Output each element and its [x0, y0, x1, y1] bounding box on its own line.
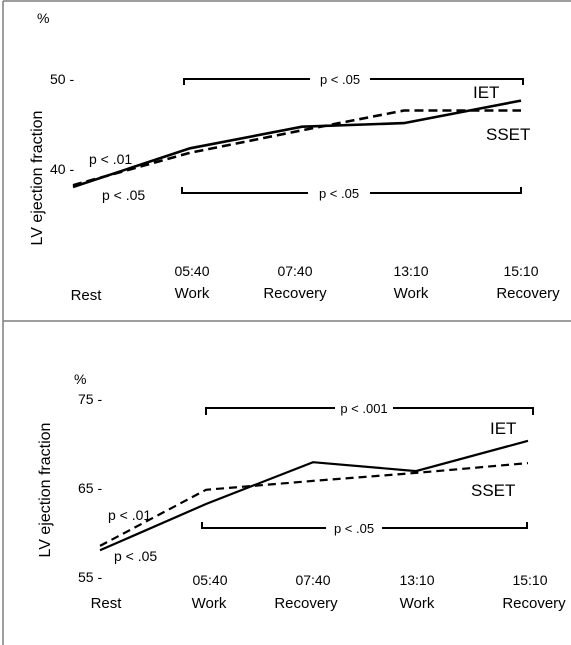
annotation-label: p < .05 — [102, 187, 145, 203]
series-label-sset: SSET — [471, 481, 515, 500]
series-line-sset — [72, 109, 521, 187]
x-phase-label-4: Recovery — [496, 285, 560, 302]
bracket-line — [181, 187, 522, 194]
x-phase-label-2: Recovery — [274, 595, 338, 612]
y-tick-label-0: 50 - — [50, 71, 74, 87]
chart-bottom: LV ejection fraction % 75 - 65 - 55 - 05… — [37, 371, 566, 612]
x-phase-label-1: Work — [192, 595, 227, 612]
bracket-line — [205, 407, 534, 415]
x-time-label-3: 13:10 — [399, 572, 434, 588]
x-time-label-1: 05:40 — [174, 263, 209, 279]
significance-bracket-lower: p < .05 — [201, 521, 528, 536]
chart-top: LV ejection fraction % 50 - 40 - 05:40 0… — [29, 10, 560, 304]
x-time-label-3: 13:10 — [393, 263, 428, 279]
bracket-label: p < .05 — [319, 186, 359, 201]
x-time-label-4: 15:10 — [512, 572, 547, 588]
y-tick-label-1: 40 - — [50, 161, 74, 177]
y-axis-title: LV ejection fraction — [29, 111, 46, 246]
x-phase-label-0: Rest — [91, 595, 123, 612]
bracket-label: p < .001 — [340, 401, 387, 416]
series-line-iet — [99, 439, 529, 552]
series-label-iet: IET — [473, 83, 499, 102]
series-label-iet: IET — [490, 419, 516, 438]
y-tick-label-2: 55 - — [78, 569, 102, 585]
x-phase-label-0: Rest — [71, 287, 103, 304]
x-phase-label-3: Work — [400, 595, 435, 612]
significance-bracket-upper: p < .05 — [183, 72, 524, 87]
x-time-label-2: 07:40 — [295, 572, 330, 588]
annotation-label: p < .01 — [89, 151, 132, 167]
significance-bracket-lower: p < .05 — [181, 186, 522, 201]
x-time-label-4: 15:10 — [503, 263, 538, 279]
annotation-label: p < .05 — [114, 548, 157, 564]
x-time-label-1: 05:40 — [192, 572, 227, 588]
y-axis-title: LV ejection fraction — [37, 423, 54, 558]
series-label-sset: SSET — [486, 125, 530, 144]
x-phase-label-1: Work — [175, 285, 210, 302]
bracket-label: p < .05 — [320, 72, 360, 87]
y-unit-label: % — [37, 10, 49, 26]
series-line-sset — [99, 462, 529, 547]
bracket-line — [183, 78, 524, 85]
y-tick-label-0: 75 - — [78, 391, 102, 407]
bracket-line — [201, 522, 528, 529]
significance-bracket-upper: p < .001 — [205, 401, 534, 416]
x-phase-label-2: Recovery — [263, 285, 327, 302]
y-unit-label: % — [74, 371, 86, 387]
x-time-label-2: 07:40 — [277, 263, 312, 279]
x-phase-label-4: Recovery — [502, 595, 566, 612]
x-phase-label-3: Work — [394, 285, 429, 302]
annotation-label: p < .01 — [108, 507, 151, 523]
bracket-label: p < .05 — [334, 521, 374, 536]
y-tick-label-1: 65 - — [78, 480, 102, 496]
series-line-iet — [72, 99, 522, 189]
